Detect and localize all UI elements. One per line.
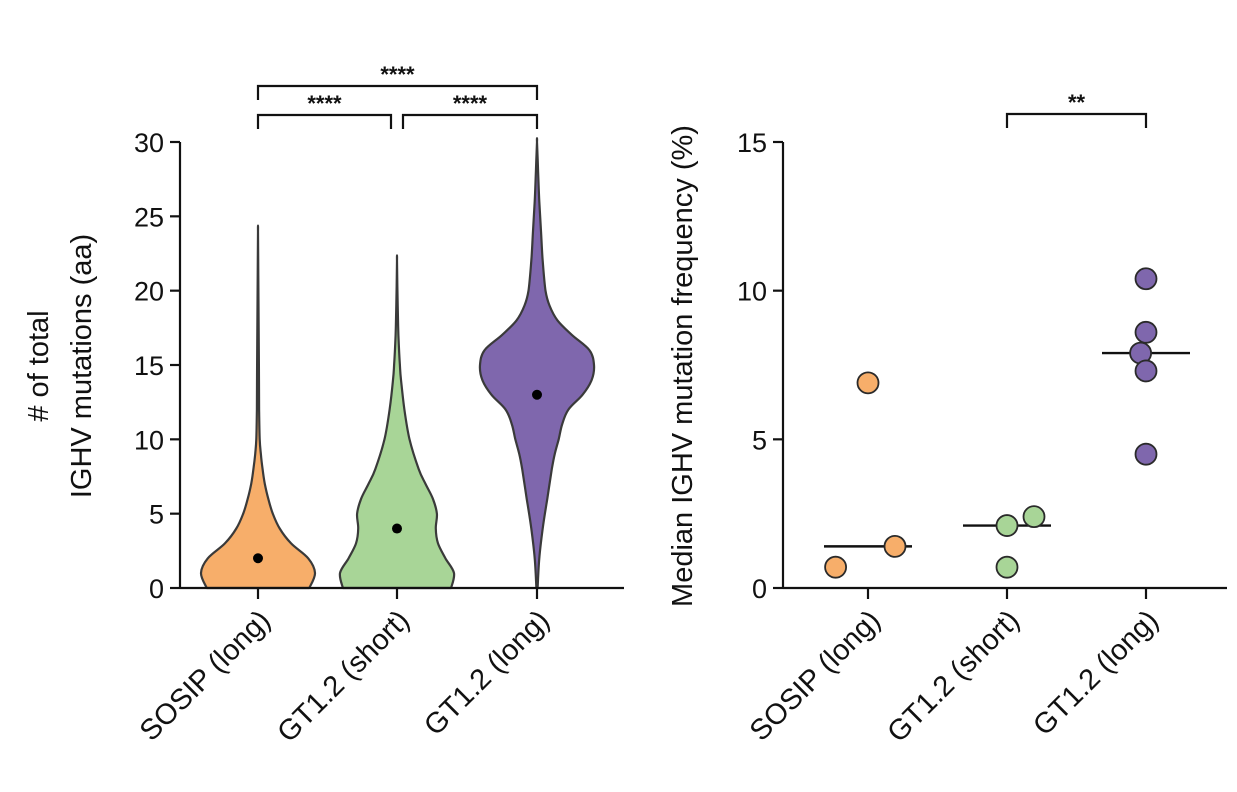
violin-shape [478, 137, 596, 590]
data-point [856, 371, 880, 395]
right-y-tick-label: 0 [752, 574, 767, 604]
left-category-labels: SOSIP (long)GT1.2 (short) GT1.2 (long) [134, 604, 556, 749]
left-significance-label: **** [380, 62, 415, 87]
left-significance-bracket [256, 113, 393, 129]
left-y-axis-title-line2: IGHV mutations (aa) [66, 234, 98, 498]
left-significance-bracket [256, 84, 539, 100]
data-point [883, 534, 907, 558]
right-category-label: SOSIP (long) [744, 604, 887, 747]
left-x-ticks [256, 588, 539, 599]
left-y-axis-title-line1: # of total [23, 310, 55, 421]
left-y-tick-label: 5 [149, 500, 164, 530]
left-y-tick-label: 20 [134, 277, 164, 307]
left-y-tick-label: 10 [134, 425, 164, 455]
left-significance-label: **** [453, 91, 488, 116]
right-y-tick-label: 15 [737, 128, 767, 158]
data-point [1134, 320, 1158, 344]
right-x-ticks [866, 588, 1148, 599]
violin-median-dot [392, 523, 402, 534]
left-y-tick-label: 15 [134, 351, 164, 381]
right-y-ticks: 0 5 10 15 [737, 128, 783, 604]
left-y-ticks: 0 5 10 15 20 25 30 [134, 128, 180, 604]
left-significance-brackets: **** **** **** [256, 62, 539, 129]
left-significance-bracket [401, 113, 539, 129]
left-y-tick-label: 30 [134, 128, 164, 158]
left-y-tick-label: 0 [149, 574, 164, 604]
data-point [1134, 442, 1158, 466]
violin-median-dot [532, 389, 542, 400]
data-point [995, 514, 1019, 537]
left-category-label: SOSIP (long) [134, 604, 277, 747]
violin-shape [338, 254, 456, 590]
left-y-tick-label: 25 [134, 202, 164, 232]
violin-median-dot [253, 553, 263, 564]
data-point [1134, 359, 1158, 383]
right-category-labels: SOSIP (long)GT1.2 (short) GT1.2 (long) [744, 604, 1165, 749]
data-point [824, 555, 847, 579]
right-y-tick-label: 10 [737, 277, 767, 307]
dots [824, 267, 1158, 579]
right-category-label: GT1.2 (short) [881, 604, 1026, 749]
dotplot-panel: Median IGHV mutation frequency (%) 0 5 10 1… [667, 90, 1227, 749]
left-significance-label: **** [307, 91, 342, 116]
violin-shape [199, 224, 317, 590]
data-point [995, 555, 1019, 579]
data-point [1134, 267, 1158, 291]
right-category-label: GT1.2 (long) [1027, 604, 1165, 742]
right-significance-label: ** [1068, 90, 1086, 115]
violins [199, 137, 596, 590]
right-significance-bracket [1005, 112, 1148, 128]
right-y-tick-label: 5 [752, 425, 767, 455]
right-significance-brackets: ** [1005, 90, 1148, 128]
data-point [1022, 505, 1046, 529]
violin-panel: # of total IGHV mutations (aa) 0 5 10 15 20 2… [23, 62, 624, 749]
left-category-label: GT1.2 (short) [271, 604, 416, 749]
right-y-axis-title: Median IGHV mutation frequency (%) [667, 125, 699, 607]
violin-medians [253, 389, 542, 564]
left-category-label: GT1.2 (long) [418, 604, 556, 742]
